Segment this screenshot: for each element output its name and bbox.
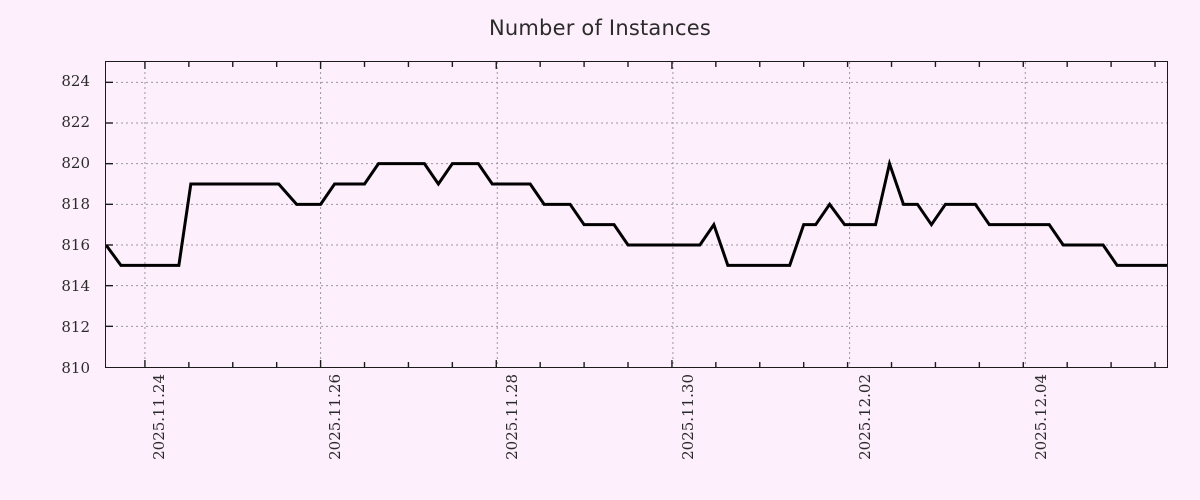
x-axis-tick-label: 2025.11.24 bbox=[150, 374, 168, 460]
x-axis-tick-labels: 2025.11.24 2025.11.26 2025.11.28 2025.11.30… bbox=[105, 374, 1168, 494]
x-axis-tick-label: 2025.11.26 bbox=[326, 374, 344, 460]
x-axis-tick-label: 2025.11.30 bbox=[679, 374, 697, 460]
plot-area bbox=[105, 61, 1168, 368]
axis-tick-marks bbox=[106, 62, 1155, 367]
y-axis-tick-label: 818 bbox=[61, 195, 90, 214]
y-axis-tick-label: 810 bbox=[61, 359, 90, 377]
x-axis-tick-label: 2025.12.04 bbox=[1032, 374, 1050, 460]
y-axis-tick-label: 816 bbox=[61, 236, 90, 255]
y-axis-tick-labels: 810 812 814 816 818 820 822 824 bbox=[28, 61, 90, 377]
x-axis-tick-label: 2025.11.28 bbox=[503, 374, 521, 460]
chart-title: Number of Instances bbox=[488, 16, 711, 40]
y-axis-tick-label: 822 bbox=[61, 113, 90, 132]
x-axis-tick-label: 2025.12.02 bbox=[856, 374, 874, 460]
plot-svg bbox=[106, 62, 1167, 367]
y-axis-tick-label: 814 bbox=[61, 277, 90, 296]
y-axis-tick-label: 824 bbox=[61, 72, 90, 91]
data-series-line bbox=[106, 164, 1167, 266]
y-axis-tick-label: 820 bbox=[61, 154, 90, 173]
grid-lines bbox=[106, 62, 1167, 367]
y-axis-tick-label: 812 bbox=[61, 318, 90, 337]
